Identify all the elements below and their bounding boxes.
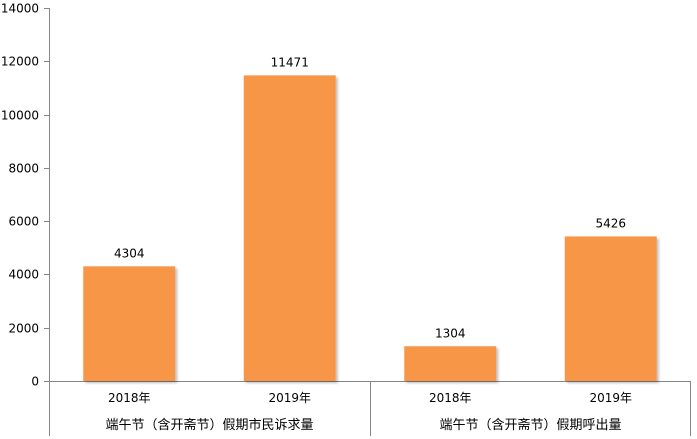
y-axis-ticks: 0 2000 4000 6000 8000 10000 12000 14000: [1, 2, 49, 389]
bar: [404, 346, 497, 381]
y-tick-label: 6000: [8, 215, 39, 229]
data-label: 4304: [114, 246, 145, 260]
group-labels: 端午节（含开斋节）假期市民诉求量 端午节（含开斋节）假期呼出量: [105, 417, 621, 433]
category-label: 2019年: [268, 391, 311, 405]
bar: [83, 266, 176, 381]
y-tick-label: 12000: [1, 55, 39, 69]
category-label: 2018年: [429, 391, 472, 405]
category-labels: 2018年 2019年 2018年 2019年: [108, 391, 632, 405]
y-tick-label: 2000: [8, 322, 39, 336]
category-label: 2019年: [589, 391, 632, 405]
y-tick-label: 4000: [8, 268, 39, 282]
y-tick-label: 14000: [1, 2, 39, 16]
bar: [243, 75, 336, 381]
data-labels: 4304 11471 1304 5426: [114, 55, 626, 340]
y-tick-label: 8000: [8, 162, 39, 176]
axes: [49, 8, 691, 436]
data-label: 5426: [595, 216, 626, 230]
group-label: 端午节（含开斋节）假期市民诉求量: [105, 417, 313, 433]
bar: [564, 236, 657, 381]
data-label: 1304: [435, 326, 466, 340]
group-label: 端午节（含开斋节）假期呼出量: [439, 417, 621, 433]
y-tick-label: 0: [31, 375, 39, 389]
bars: [83, 75, 657, 381]
y-tick-label: 10000: [1, 109, 39, 123]
category-label: 2018年: [108, 391, 151, 405]
data-label: 11471: [271, 55, 309, 69]
